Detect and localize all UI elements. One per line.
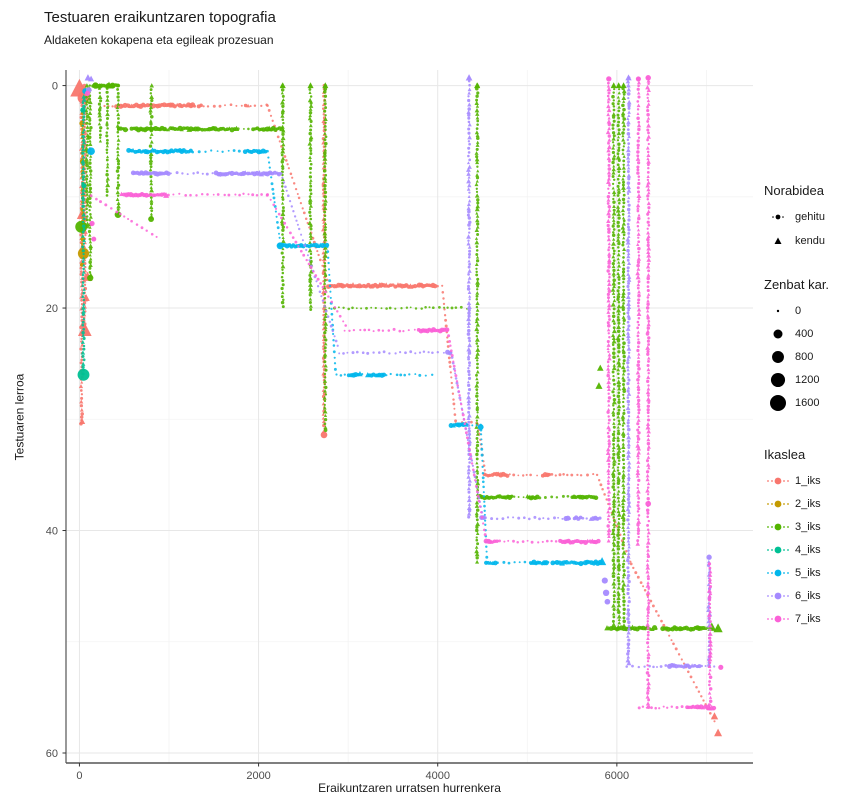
legend-label-size-400: 400 [795, 327, 814, 340]
student-dot-icon [764, 497, 792, 511]
size-dot-icon [764, 324, 792, 344]
student-dot-icon [764, 612, 792, 626]
svg-text:0: 0 [52, 81, 58, 93]
gehitu-circle-icon [764, 209, 792, 225]
legend-title-direction: Norabidea [764, 183, 824, 198]
svg-text:20: 20 [46, 303, 58, 315]
svg-text:6000: 6000 [605, 770, 629, 782]
svg-text:40: 40 [46, 526, 58, 538]
size-dot-icon [764, 347, 792, 367]
legend-label-gehitu: gehitu [795, 211, 825, 223]
legend-group-direction: Norabidea gehitu kendu [764, 183, 825, 253]
svg-text:2000: 2000 [246, 770, 270, 782]
legend-item-7_iks: 7_iks [764, 607, 821, 630]
student-dot-icon [764, 589, 792, 603]
legend-label-7_iks: 7_iks [795, 612, 821, 625]
legend-item-size-400: 400 [764, 322, 829, 345]
legend-item-size-1200: 1200 [764, 368, 829, 391]
student-dot-icon [764, 543, 792, 557]
svg-text:0: 0 [76, 770, 82, 782]
legend-item-3_iks: 3_iks [764, 515, 821, 538]
legend-item-5_iks: 5_iks [764, 561, 821, 584]
legend-label-size-800: 800 [795, 350, 814, 363]
legend-item-size-0: 0 [764, 299, 829, 322]
x-axis-title: Eraikuntzaren urratsen hurrenkera [318, 781, 501, 795]
legend-label-1_iks: 1_iks [795, 474, 821, 487]
legend-item-2_iks: 2_iks [764, 492, 821, 515]
legend-label-size-1200: 1200 [795, 373, 820, 386]
size-dot-icon [764, 301, 792, 321]
legend-item-1_iks: 1_iks [764, 469, 821, 492]
student-dot-icon [764, 520, 792, 534]
legend-label-2_iks: 2_iks [795, 497, 821, 510]
legend-label-4_iks: 4_iks [795, 543, 821, 556]
legend-label-6_iks: 6_iks [795, 589, 821, 602]
legend-group-student: Ikaslea 1_iks 2_iks 3_iks 4_iks 5_iks 6_iks 7_… [764, 447, 821, 630]
legend-item-size-1600: 1600 [764, 391, 829, 414]
svg-text:60: 60 [46, 748, 58, 760]
legend-item-gehitu: gehitu [764, 205, 825, 229]
legend-title-student: Ikaslea [764, 447, 806, 462]
kendu-triangle-icon [764, 233, 792, 249]
legend-title-size: Zenbat kar. [764, 277, 830, 292]
legend-label-size-0: 0 [795, 304, 802, 317]
legend-label-5_iks: 5_iks [795, 566, 821, 579]
student-dot-icon [764, 474, 792, 488]
size-dot-icon [764, 370, 792, 390]
size-dot-icon [764, 393, 792, 413]
svg-text:4000: 4000 [425, 770, 449, 782]
chart-subtitle: Aldaketen kokapena eta egileak prozesuan [44, 33, 274, 47]
legend-label-3_iks: 3_iks [795, 520, 821, 533]
legend-label-kendu: kendu [795, 235, 825, 247]
legend-label-size-1600: 1600 [795, 396, 820, 409]
legend-item-4_iks: 4_iks [764, 538, 821, 561]
y-axis-title: Testuaren lerroa [12, 373, 27, 461]
chart-title: Testuaren eraikuntzaren topografia [44, 9, 276, 26]
student-dot-icon [764, 566, 792, 580]
legend-item-kendu: kendu [764, 229, 825, 253]
legend-group-size: Zenbat kar. 0 400 800 1200 1600 [764, 277, 829, 414]
legend-item-6_iks: 6_iks [764, 584, 821, 607]
legend-item-size-800: 800 [764, 345, 829, 368]
